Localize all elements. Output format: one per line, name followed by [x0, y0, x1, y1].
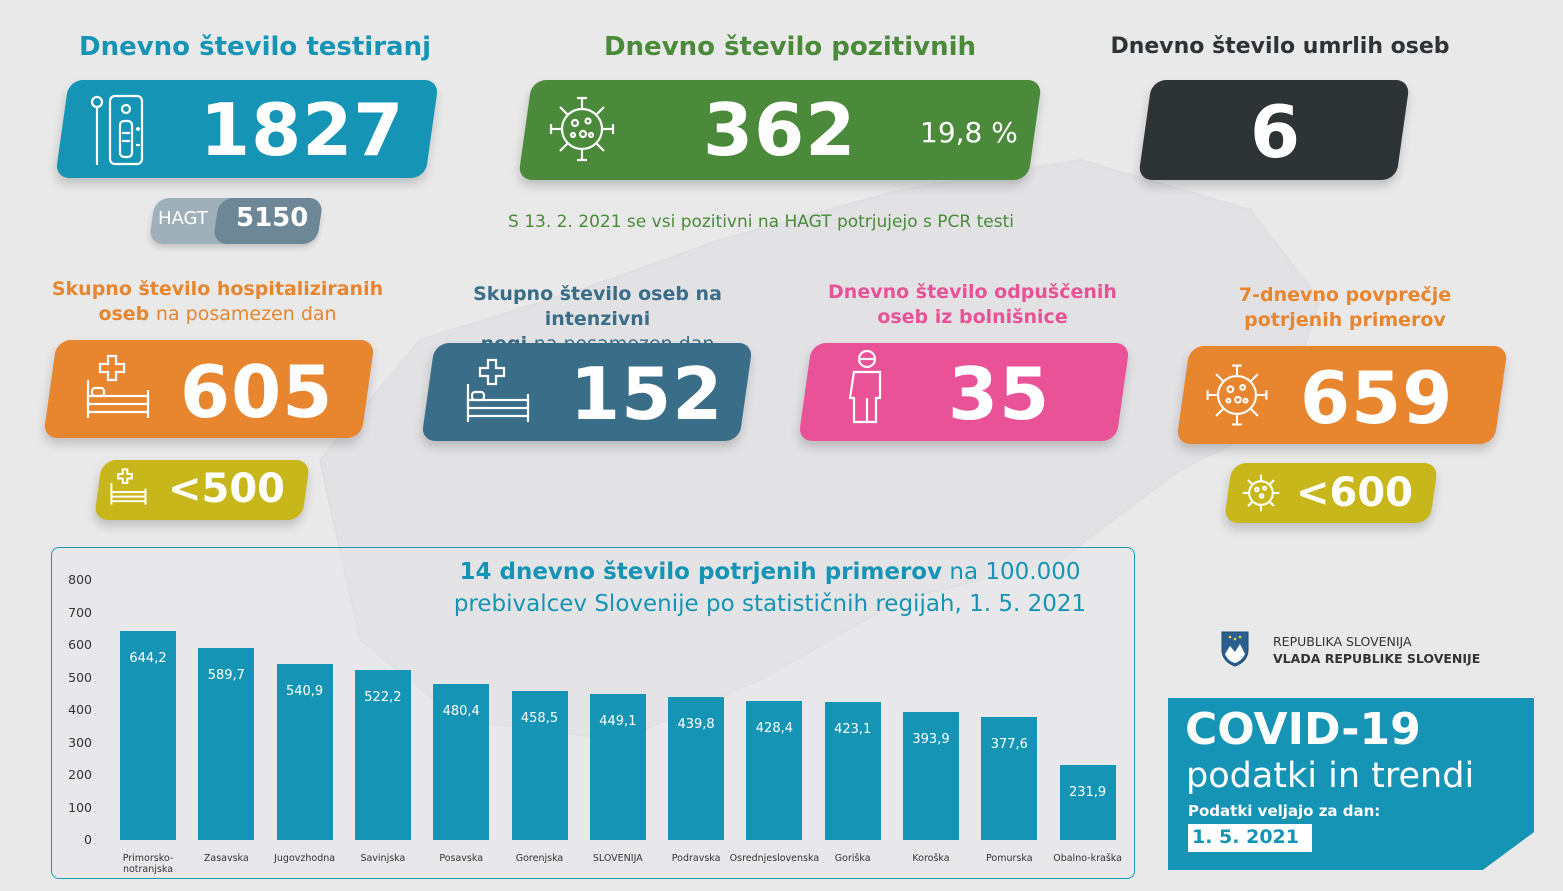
avg7-title-line2: potrjenih primerov [1244, 309, 1446, 331]
discharged-title: Dnevno število odpuščenih oseb iz bolniš… [800, 280, 1145, 330]
bar-zasavska [198, 648, 255, 840]
x-tick-label: Podravska [671, 853, 721, 864]
bar-obalno-kraška [1059, 764, 1116, 840]
testing-title: Dnevno število testiranj [79, 32, 431, 62]
person-icon [848, 349, 882, 424]
x-tick-label: Obalno-kraška [1053, 853, 1122, 864]
avg7-value: 659 [1300, 356, 1454, 440]
hagt-label: HAGT [158, 208, 208, 229]
x-tick-label: Primorsko-notranjska [122, 853, 174, 875]
hospitalized-title-normal: na posamezen dan [155, 303, 337, 325]
bar-value-label: 458,5 [520, 710, 559, 726]
testing-value: 1827 [200, 88, 405, 172]
icu-value: 152 [570, 352, 724, 436]
discharged-title-line1: Dnevno število odpuščenih [828, 281, 1117, 303]
hospital-bed-small-icon [110, 468, 147, 505]
bar-value-label: 428,4 [755, 720, 793, 736]
covid-title: COVID-19 [1185, 704, 1421, 755]
icu-bed-icon [466, 358, 530, 422]
hagt-value: 5150 [236, 203, 309, 233]
virus-small-icon [1242, 474, 1280, 512]
bar-slovenija [589, 694, 646, 840]
positive-title: Dnevno število pozitivnih [603, 32, 977, 62]
bar-osrednjeslovenska [746, 700, 803, 840]
virus-icon [549, 96, 615, 162]
hospitalized-title-bold2: oseb [98, 303, 150, 325]
y-tick-label: 700 [68, 604, 92, 620]
bar-goriška [824, 702, 881, 840]
x-tick-label: Koroška [912, 853, 950, 864]
x-tick-label: Jugovzhodna [274, 853, 336, 864]
x-tick-label: Osrednjeslovenska [729, 853, 820, 864]
bar-value-label: 439,8 [677, 717, 715, 733]
date-value: 1. 5. 2021 [1192, 826, 1299, 848]
x-tick-label: Savinjska [360, 853, 406, 864]
x-tick-label: Goriška [834, 853, 871, 864]
hospitalized-title-line1: Skupno število hospitaliziranih [51, 278, 384, 300]
hagt-note: S 13. 2. 2021 se vsi pozitivni na HAGT p… [508, 212, 1014, 232]
branding-line2: VLADA REPUBLIKE SLOVENIJE [1273, 651, 1481, 666]
test-kit-icon [90, 94, 144, 166]
x-tick-label: SLOVENIJA [592, 853, 643, 864]
y-tick-label: 400 [68, 702, 92, 717]
y-tick-label: 100 [68, 799, 92, 815]
y-tick-label: 600 [68, 637, 92, 652]
hospitalized-value: 605 [180, 350, 334, 434]
bar-value-label: 522,2 [364, 690, 402, 706]
positive-percent: 19,8 % [920, 116, 1018, 149]
bar-podravska [668, 697, 725, 840]
hospitalized-title: Skupno število hospitaliziranih oseb na … [50, 277, 385, 327]
bar-jugovzhodna [276, 664, 333, 840]
bar-savinjska [354, 670, 411, 840]
bar-value-label: 231,9 [1068, 784, 1107, 800]
discharged-title-line2: oseb iz bolnišnice [877, 306, 1068, 328]
deaths-value: 6 [1250, 90, 1302, 174]
avg7-title: 7-dnevno povprečje potrjenih primerov [1200, 283, 1490, 333]
virus-avg-icon [1206, 364, 1268, 426]
bar-value-label: 480,4 [442, 703, 480, 719]
x-tick-label: Pomurska [986, 853, 1033, 864]
bar-value-label: 423,1 [834, 722, 872, 738]
bar-value-label: 377,6 [990, 737, 1028, 753]
chart-title-normal1: na 100.000 [949, 559, 1081, 585]
y-tick-label: 200 [68, 767, 92, 782]
bar-pomurska [981, 717, 1038, 840]
bar-value-label: 589,7 [207, 668, 245, 684]
deaths-title: Dnevno število umrlih oseb [1110, 34, 1450, 59]
bar-value-label: 449,1 [599, 714, 637, 730]
avg7-title-line1: 7-dnevno povprečje [1238, 284, 1452, 306]
bar-value-label: 540,9 [285, 684, 324, 700]
branding-line1: REPUBLIKA SLOVENIJA [1273, 634, 1412, 649]
hospital-bed-icon [86, 354, 150, 418]
slovenia-coat-of-arms-icon [1221, 631, 1249, 667]
bar-koroška [903, 711, 959, 840]
x-tick-label: Gorenjska [515, 853, 564, 864]
y-tick-label: 800 [68, 572, 92, 587]
bar-primorsko-notranjska [120, 630, 176, 840]
chart-title: 14 dnevno število potrjenih primerov na … [420, 556, 1120, 620]
x-tick-label: Zasavska [203, 853, 249, 864]
bar-posavska [433, 683, 490, 840]
covid-subtitle: podatki in trendi [1186, 756, 1475, 796]
icu-title-line1: Skupno število oseb na intenzivni [473, 283, 722, 330]
hospitalized-threshold: <500 [168, 466, 286, 512]
positive-value: 362 [703, 88, 857, 172]
bar-value-label: 393,9 [912, 731, 950, 747]
valid-label: Podatki veljajo za dan: [1188, 802, 1381, 820]
discharged-value: 35 [948, 352, 1051, 436]
y-tick-label: 300 [68, 734, 92, 750]
chart-title-normal2: prebivalcev Slovenije po statističnih re… [453, 591, 1087, 617]
x-tick-label: Posavska [439, 853, 484, 864]
chart-title-bold: 14 dnevno število potrjenih primerov [459, 559, 943, 585]
y-tick-label: 0 [84, 832, 92, 847]
date-box [1188, 824, 1312, 852]
bar-gorenjska [511, 690, 568, 840]
avg7-threshold: <600 [1296, 470, 1414, 516]
y-tick-label: 500 [68, 669, 92, 685]
bar-value-label: 644,2 [129, 650, 167, 666]
